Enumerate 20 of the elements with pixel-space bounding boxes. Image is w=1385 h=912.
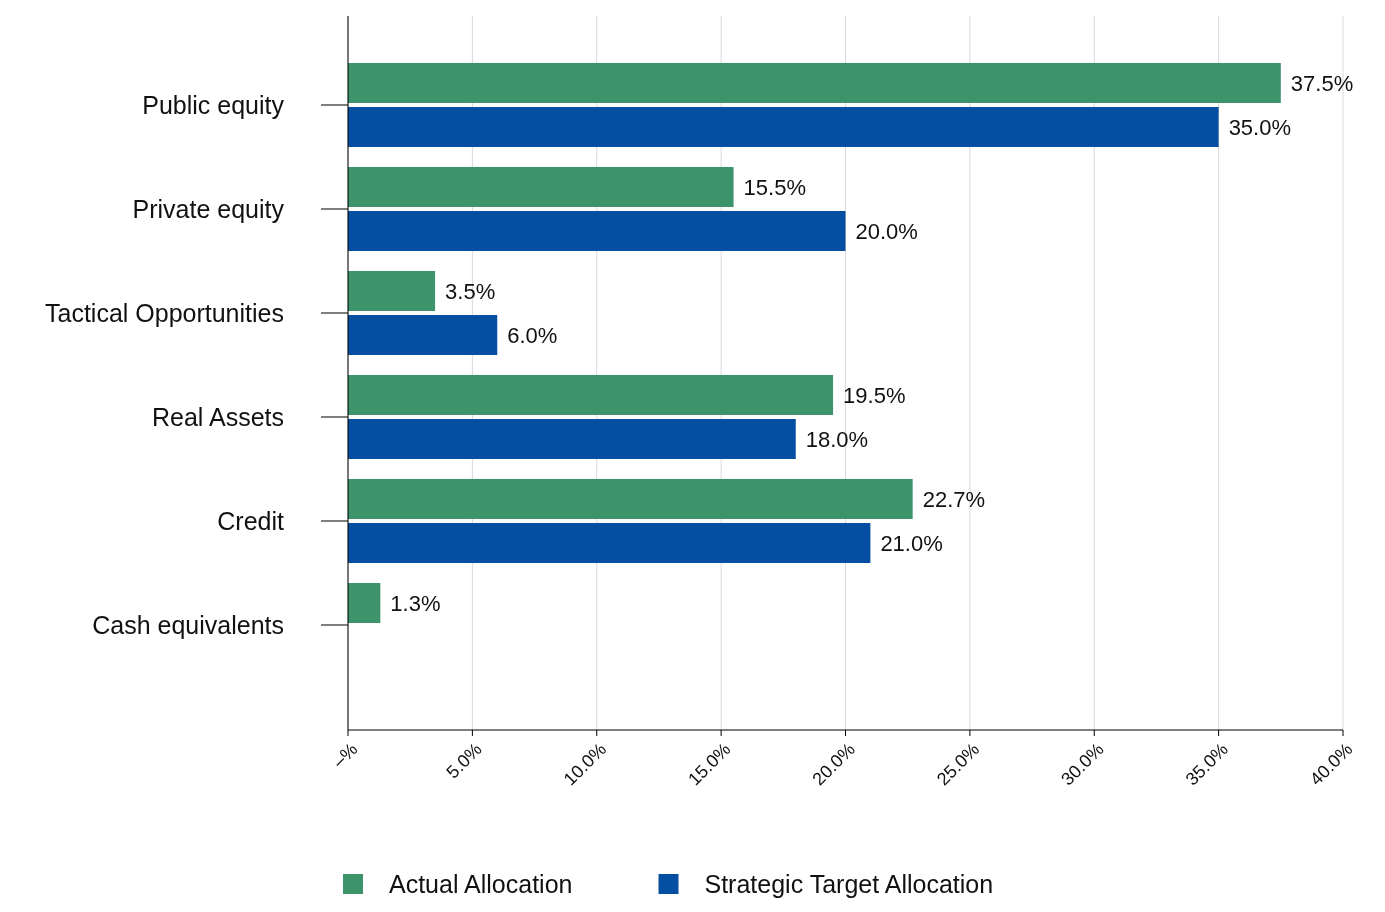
data-label: 20.0% xyxy=(855,218,918,244)
y-tick-label: Public equity xyxy=(142,90,285,119)
y-tick-label: Cash equivalents xyxy=(92,610,284,639)
data-label: 22.7% xyxy=(922,486,986,512)
y-tick-label: Credit xyxy=(217,506,285,535)
data-label: 15.5% xyxy=(743,174,806,200)
y-tick-label: Tactical Opportunities xyxy=(44,298,284,327)
y-tick-label: Private equity xyxy=(132,194,285,223)
data-label: 1.3% xyxy=(390,590,441,616)
y-tick-label: Real Assets xyxy=(151,402,284,431)
data-label: 3.5% xyxy=(445,278,496,304)
data-label: 18.0% xyxy=(805,426,869,452)
legend-label: Strategic Target Allocation xyxy=(704,869,994,898)
data-label: 37.5% xyxy=(1290,70,1354,96)
data-label: 35.0% xyxy=(1228,114,1292,140)
legend-label: Actual Allocation xyxy=(389,869,573,898)
data-label: 21.0% xyxy=(880,530,943,556)
data-label: 6.0% xyxy=(507,322,558,348)
x-tick-label: –% xyxy=(328,739,362,772)
data-label: 19.5% xyxy=(843,382,906,408)
